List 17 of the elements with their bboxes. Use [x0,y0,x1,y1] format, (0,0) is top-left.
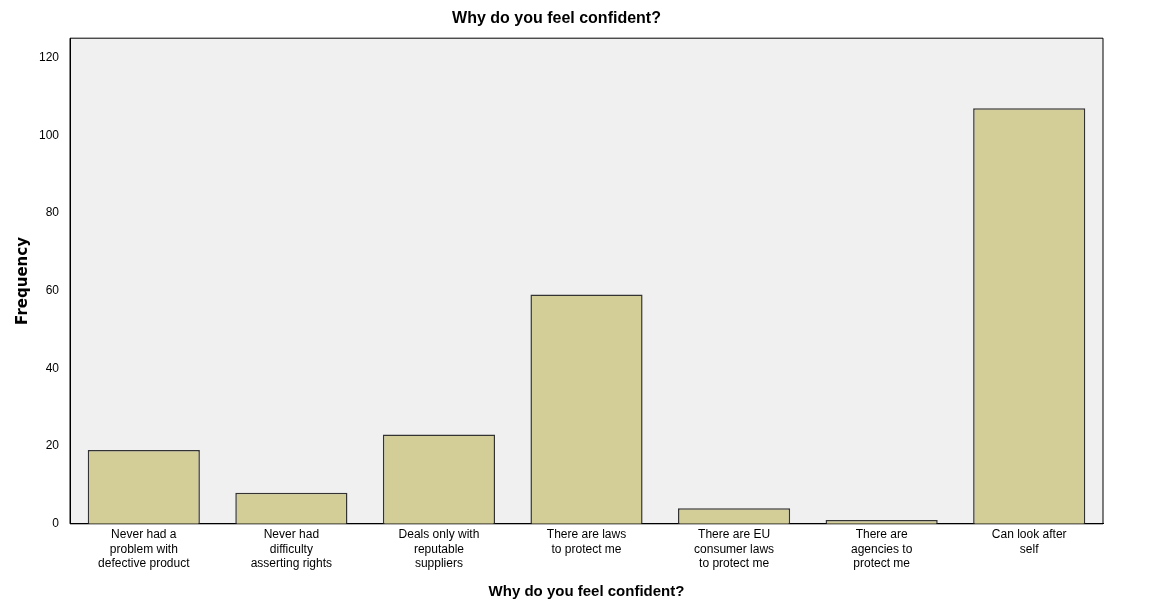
y-tick-label: 20 [45,438,60,453]
x-tick-label: Never had a problem with defective product [98,527,191,571]
x-tick-label: Never had difficulty asserting rights [250,527,333,571]
y-tick-label: 80 [45,205,60,220]
y-tick-label: 40 [45,360,60,375]
y-tick-label: 100 [38,127,60,142]
y-tick-label: 60 [45,283,60,298]
x-tick-label: There are laws to protect me [546,527,627,556]
y-tick-label: 120 [38,49,60,64]
x-axis-title: Why do you feel confident? [488,582,685,600]
x-tick-label: There are EU consumer laws to protect me [694,527,775,571]
x-tick-label: Can look after self [991,527,1067,556]
x-tick-label: Deals only with reputable suppliers [398,527,480,571]
y-tick-label: 0 [52,516,60,531]
x-tick-label: There are agencies to protect me [850,527,913,571]
y-axis-title: Frequency [12,236,31,325]
chart-title: Why do you feel confident? [452,9,661,27]
